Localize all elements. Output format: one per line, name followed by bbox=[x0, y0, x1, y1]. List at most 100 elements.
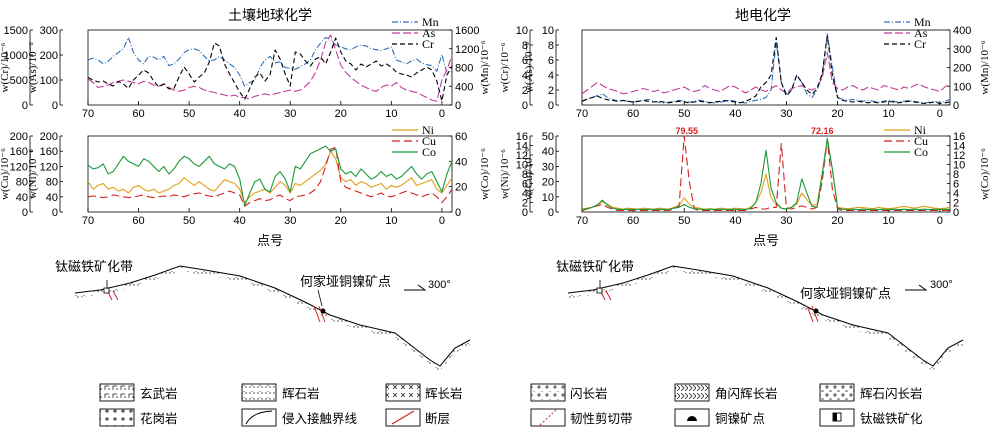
series-line-cu bbox=[581, 135, 950, 212]
y-tick-label: 160 bbox=[40, 146, 58, 158]
y-tick-label: 40 bbox=[542, 146, 554, 158]
legend-label-contact: 侵入接触界线 bbox=[282, 411, 358, 426]
series-line-co bbox=[581, 137, 951, 211]
y-tick-label: 50 bbox=[542, 131, 554, 143]
legend-label-ni: Ni bbox=[914, 123, 927, 137]
pyroxene-diorite-swatch bbox=[819, 383, 855, 402]
y-tick-label: 40 bbox=[16, 192, 28, 204]
y2-tick-label: 8 bbox=[953, 169, 959, 181]
y-tick-label: 40 bbox=[46, 192, 58, 204]
cuni-occurrence-label: 何家垭铜镍矿点 bbox=[800, 286, 891, 302]
chart-title-geoelectro: 地电化学 bbox=[735, 8, 791, 24]
x-tick-label: 60 bbox=[627, 108, 639, 120]
peak-annotation: 72.16 bbox=[811, 126, 834, 136]
y-tick-label: 20 bbox=[542, 177, 554, 189]
x-tick-label: 30 bbox=[284, 215, 296, 227]
x-tick-label: 20 bbox=[831, 108, 843, 120]
y-tick-label: 0 bbox=[52, 207, 58, 219]
basalt-swatch bbox=[99, 383, 135, 402]
plot-frame bbox=[581, 29, 951, 106]
geoelectro-mn-as-cr-chart: 70 60 50 40 30 20 10 00246810w(As)/10⁻⁶0246810w… bbox=[499, 15, 991, 120]
pyroxenite-swatch bbox=[241, 383, 277, 402]
timag-marker bbox=[596, 287, 603, 294]
y-tick-label: 300 bbox=[40, 25, 58, 37]
y2-tick-label: 16 bbox=[953, 131, 965, 143]
y-tick-label: 0 bbox=[22, 207, 28, 219]
y-tick-label: 80 bbox=[16, 177, 28, 189]
legend-label-basalt: 玄武岩 bbox=[140, 386, 178, 401]
y-tick-label: 200 bbox=[40, 131, 58, 143]
legend-label-timag: 钛磁铁矿化 bbox=[860, 411, 923, 426]
y-tick-label: 4 bbox=[548, 70, 554, 82]
soil-mn-as-cr-chart: 70 60 50 40 30 20 10 00100200300w(As)/10⁻⁶05001… bbox=[0, 15, 491, 120]
plot-frame bbox=[87, 135, 453, 213]
soil-ni-cu-co-chart: 70 60 50 40 30 20 10 0点号04080120160200w(Ni)/10⁻… bbox=[0, 123, 491, 249]
y-tick-label: 0 bbox=[22, 100, 28, 112]
y-tick-label: 0 bbox=[522, 207, 528, 219]
series-line-cr bbox=[581, 35, 951, 105]
series-line-as bbox=[581, 51, 951, 95]
legend-label-co: Co bbox=[914, 145, 928, 159]
x-tick-label: 10 bbox=[385, 108, 397, 120]
series-line-mn bbox=[87, 36, 453, 87]
x-tick-label: 70 bbox=[82, 108, 94, 120]
y-tick-label: 6 bbox=[522, 55, 528, 67]
y2-tick-label: 20 bbox=[455, 182, 467, 194]
x-tick-label: 0 bbox=[937, 215, 943, 227]
y2-tick-label: 60 bbox=[455, 131, 467, 143]
legend-label-cu: Cu bbox=[422, 134, 436, 148]
y2-tick-label: 100 bbox=[953, 81, 971, 93]
x-tick-label: 30 bbox=[780, 108, 792, 120]
y-tick-label: 160 bbox=[10, 146, 28, 158]
y-tick-label: 6 bbox=[548, 55, 554, 67]
legend-label-cu: Cu bbox=[914, 134, 928, 148]
timag-marker bbox=[103, 287, 110, 294]
x-tick-label: 30 bbox=[284, 108, 296, 120]
x-tick-label: 40 bbox=[234, 215, 246, 227]
x-tick-label: 10 bbox=[883, 215, 895, 227]
y-tick-label: 10 bbox=[542, 25, 554, 37]
contact-line-icon bbox=[245, 410, 273, 425]
y-tick-label: 0 bbox=[548, 100, 554, 112]
y-axis-label: w(Ni)/10⁻⁶ bbox=[499, 149, 511, 199]
x-tick-label: 50 bbox=[183, 215, 195, 227]
peak-annotation: 79.55 bbox=[676, 126, 699, 136]
y-tick-label: 80 bbox=[46, 177, 58, 189]
x-tick-label: 20 bbox=[335, 108, 347, 120]
y-tick-label: 120 bbox=[40, 161, 58, 173]
azimuth-label: 300° bbox=[428, 279, 451, 291]
series-line-co bbox=[87, 145, 453, 207]
cuni-occurrence-marker bbox=[320, 308, 326, 314]
legend-label-granite: 花岗岩 bbox=[140, 411, 178, 426]
legend-label-mn: Mn bbox=[914, 15, 931, 29]
shear-zone-swatch bbox=[530, 408, 566, 427]
legend-label-gabbro: 辉长岩 bbox=[425, 386, 463, 401]
y2-tick-label: 400 bbox=[455, 81, 473, 93]
y2-tick-label: 0 bbox=[455, 207, 461, 219]
legend-label-diorite: 闪长岩 bbox=[570, 386, 608, 401]
y-tick-label: 200 bbox=[40, 50, 58, 62]
y-tick-label: 0 bbox=[522, 100, 528, 112]
legend-label-fault: 断层 bbox=[425, 411, 450, 426]
y-tick-label: 14 bbox=[516, 141, 528, 153]
y2-tick-label: 400 bbox=[953, 25, 971, 37]
y-tick-label: 6 bbox=[522, 179, 528, 191]
y-tick-label: 0 bbox=[548, 207, 554, 219]
x-tick-label: 40 bbox=[729, 108, 741, 120]
x-tick-label: 0 bbox=[439, 215, 445, 227]
y2-tick-label: 0 bbox=[953, 207, 959, 219]
cross-section-right: 钛磁铁矿化带 何家垭铜镍矿点 300° bbox=[556, 260, 964, 371]
azimuth-label: 300° bbox=[930, 279, 953, 291]
y-tick-label: 1500 bbox=[4, 25, 28, 37]
y-tick-label: 100 bbox=[40, 75, 58, 87]
y-tick-label: 8 bbox=[522, 169, 528, 181]
x-tick-label: 40 bbox=[729, 215, 741, 227]
x-tick-label: 70 bbox=[576, 108, 588, 120]
cuni-occurrence-marker bbox=[813, 308, 819, 314]
y2-tick-label: 0 bbox=[455, 100, 461, 112]
x-tick-label: 20 bbox=[335, 215, 347, 227]
y-axis-label: w(As)/10⁻⁶ bbox=[27, 42, 39, 93]
y-tick-label: 12 bbox=[516, 150, 528, 162]
x-tick-label: 10 bbox=[385, 215, 397, 227]
